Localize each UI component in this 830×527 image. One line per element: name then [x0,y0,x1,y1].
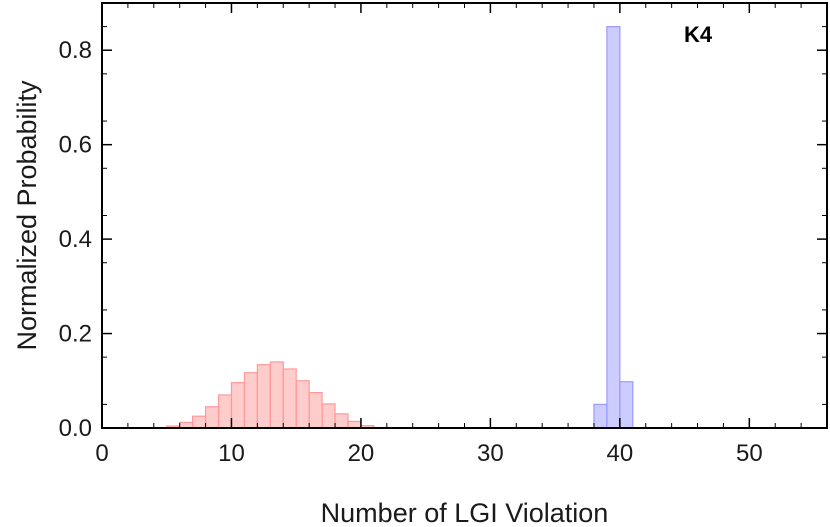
y-axis-label: Normalized Probability [12,80,42,351]
series-1 [593,26,634,429]
x-axis-ticks: 0 10 20 30 40 50 [95,3,828,467]
bar-series-0-bin-11 [282,368,297,429]
x-tick-label: 50 [736,440,763,467]
bar-series-0-bin-5 [204,406,220,429]
y-tick-label: 0.6 [59,132,92,159]
bar-series-0-bin-14 [321,403,336,429]
bar-series-0-bin-6 [217,394,233,429]
x-tick-label: 0 [95,440,108,467]
plot-frame [101,2,828,429]
bar-series-0-bin-4 [192,415,207,429]
y-tick-label: 0.4 [59,226,92,253]
bar-series-0-bin-13 [308,391,323,429]
series-0 [153,361,388,429]
bar-series-1-bin-2 [619,381,634,429]
x-tick-label: 40 [607,440,634,467]
bar-series-0-bin-9 [256,364,271,429]
annotation-label: K4 [684,22,713,47]
x-tick-label: 10 [218,440,245,467]
y-tick-label: 0.8 [59,37,92,64]
bar-series-0-bin-12 [295,380,310,429]
y-axis-ticks: 0.0 0.2 0.4 0.6 0.8 [59,26,827,442]
y-tick-label: 0.0 [59,415,92,442]
x-axis-label: Number of LGI Violation [321,498,609,527]
series-layer [153,26,634,429]
x-tick-label: 30 [477,440,504,467]
y-tick-label: 0.2 [59,321,92,348]
bar-series-1-bin-0 [593,403,608,429]
bar-series-0-bin-7 [230,382,246,429]
x-tick-label: 20 [348,440,375,467]
bar-series-1-bin-1 [606,26,621,429]
bar-series-0-bin-10 [269,361,284,429]
bar-series-0-bin-8 [243,372,258,429]
bar-series-0-bin-15 [334,413,349,429]
